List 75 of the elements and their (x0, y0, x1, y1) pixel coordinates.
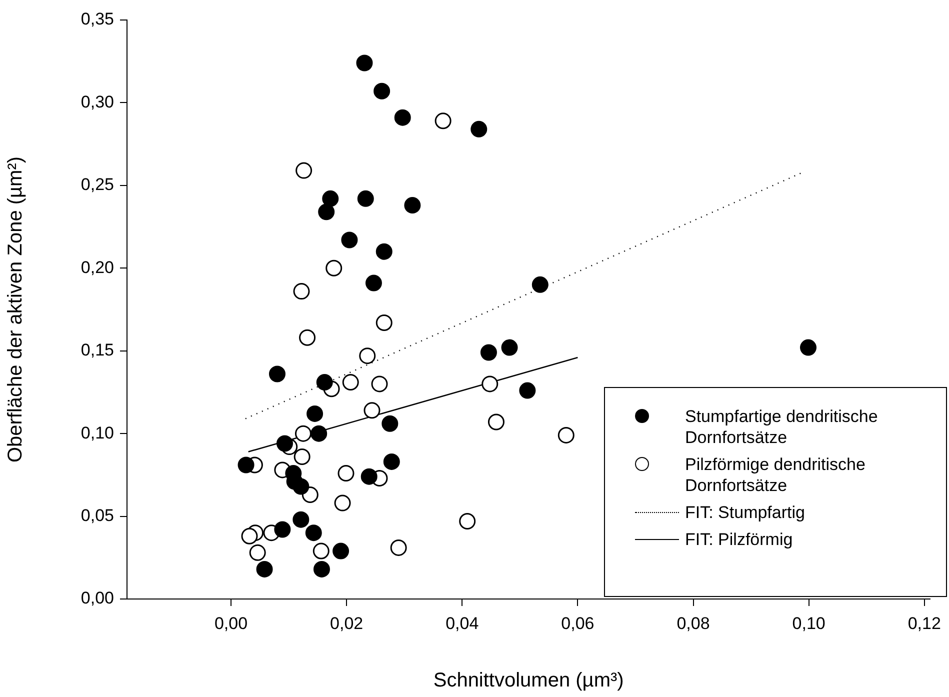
point (374, 82, 390, 100)
point (322, 190, 339, 207)
point (359, 348, 376, 364)
point (488, 414, 504, 430)
point (292, 511, 310, 528)
point (532, 276, 548, 293)
legend-label: Pilzförmige dendritische Dornfortsätze (685, 454, 866, 496)
point (313, 560, 330, 578)
y-tick-label: 0,25 (80, 175, 114, 194)
point (383, 453, 400, 470)
point (482, 376, 498, 392)
y-tick-label: 0,20 (80, 258, 114, 277)
x-tick-label: 0,04 (446, 614, 479, 633)
y-tick-label: 0,35 (80, 10, 114, 29)
point (296, 162, 312, 179)
x-tick-label: 0,00 (214, 614, 248, 633)
x-axis-title: Schnittvolumen (µm³) (433, 670, 624, 692)
x-tick-label: 0,06 (561, 614, 594, 633)
point (382, 415, 398, 432)
y-tick-label: 0,05 (80, 506, 114, 525)
point (338, 465, 354, 482)
point (342, 374, 359, 391)
y-tick-label: 0,10 (80, 423, 114, 442)
point (334, 494, 351, 512)
point (268, 366, 286, 382)
point (241, 528, 258, 544)
point (293, 283, 310, 300)
y-tick-label: 0,15 (80, 340, 114, 360)
y-tick-label: 0,30 (80, 92, 114, 112)
point (238, 456, 254, 474)
x-tick-label: 0,08 (676, 614, 710, 633)
point (299, 329, 316, 346)
point (274, 521, 291, 538)
legend-label: FIT: Stumpfartig (685, 502, 806, 523)
point (459, 513, 476, 530)
point (292, 478, 310, 495)
y-tick-label: 0,00 (80, 588, 114, 608)
point (360, 468, 378, 485)
point (376, 314, 392, 331)
point (294, 448, 310, 465)
point (326, 260, 342, 276)
point (341, 232, 358, 248)
point (390, 539, 407, 556)
point (501, 339, 518, 356)
point (332, 542, 350, 560)
point (249, 544, 266, 561)
point (800, 339, 816, 356)
point (276, 435, 293, 452)
point (310, 425, 328, 442)
x-tick-label: 0,10 (792, 614, 826, 633)
point (365, 274, 382, 292)
point (376, 243, 392, 260)
point (357, 190, 374, 207)
point (558, 426, 574, 444)
point (356, 54, 373, 72)
point (394, 109, 411, 126)
point (404, 197, 421, 214)
legend-label: FIT: Pilzförmig (685, 529, 794, 550)
point (256, 560, 273, 578)
point (470, 120, 488, 138)
point (312, 542, 330, 560)
point (480, 344, 497, 361)
point (305, 524, 322, 542)
point (316, 374, 333, 391)
legend-label: Stumpfartige dendritische Dornfortsätze (685, 406, 879, 448)
point (519, 382, 536, 399)
point (371, 376, 388, 392)
point (318, 204, 335, 220)
point (294, 425, 312, 442)
point (434, 112, 452, 130)
y-axis-title: Oberfläche der aktiven Zone (µm²) (4, 156, 27, 463)
x-tick-label: 0,12 (908, 614, 941, 633)
point (364, 402, 380, 419)
x-tick-label: 0,02 (330, 614, 364, 633)
point (306, 405, 324, 422)
